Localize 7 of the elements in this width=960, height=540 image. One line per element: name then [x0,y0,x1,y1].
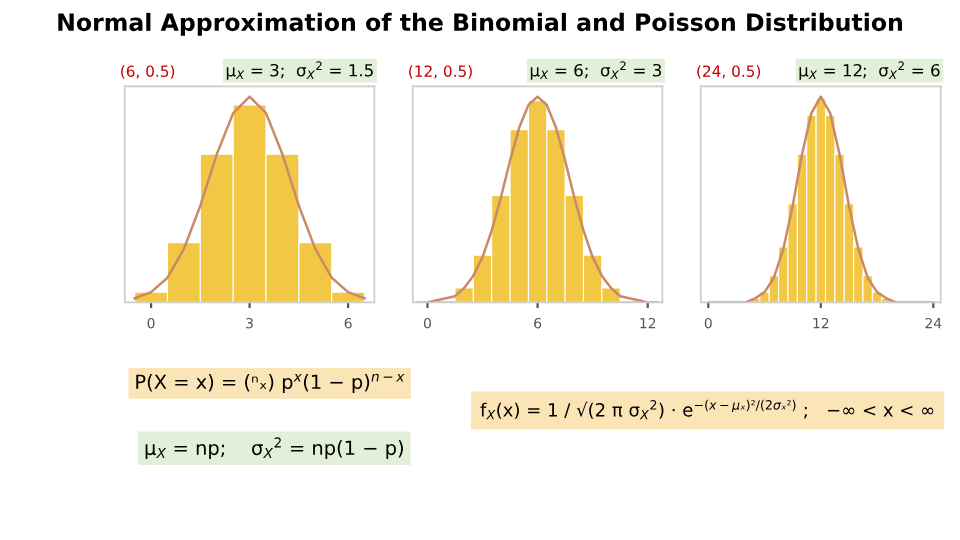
chart-subtitle: μ$_{X}$ = 6; σ$_{X}$$^{2}$ = 3 [530,61,662,80]
chart-subtitle: μ$_{X}$ = 12; σ$_{X}$$^{2}$ = 6 [799,61,940,80]
text: P(X = x) = (ⁿₓ) p$^{x}$(1 − p)$^{n−x}$ [136,373,405,393]
text: Normal Approximation of the Binomial and Poisson Distribution [58,12,903,36]
chart-subtitle: μ$_{X}$ = 3; σ$_{X}$$^{2}$ = 1.5 [226,61,373,80]
text: μ$_{X}$ = np; σ$_{X}$$^{2}$ = np(1 − p) [145,437,403,459]
text: f$_{X}$(x) = 1 / √(2 π σ$_{X}$$^{2}$) · e$^{−(x−μₓ)²/(2σₓ²)}$ ; −∞ < x < ∞ [480,399,934,420]
